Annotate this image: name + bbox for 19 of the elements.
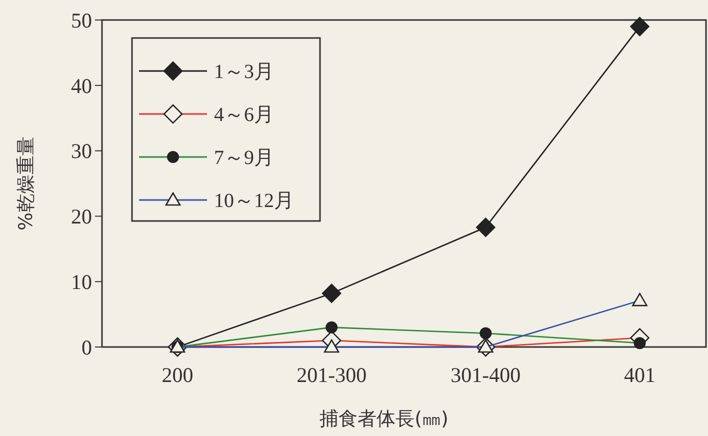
x-tick-label: 301-400 bbox=[450, 363, 521, 387]
y-tick-label: 40 bbox=[71, 74, 92, 98]
y-tick-label: 10 bbox=[71, 270, 92, 294]
x-axis-title: 捕食者体長(㎜) bbox=[320, 408, 448, 430]
point bbox=[476, 218, 496, 237]
y-tick-label: 50 bbox=[71, 8, 92, 32]
x-tick-label: 200 bbox=[162, 363, 194, 387]
point bbox=[630, 16, 650, 36]
legend-label: 10～12月 bbox=[214, 190, 294, 212]
legend-label: 4～6月 bbox=[214, 104, 274, 126]
y-tick-label: 30 bbox=[71, 139, 92, 164]
legend-label: 1～3月 bbox=[214, 61, 274, 83]
x-tick-label: 401 bbox=[624, 363, 656, 387]
point bbox=[322, 284, 342, 304]
x-tick-label: 201-300 bbox=[296, 363, 367, 387]
legend-label: 7～9月 bbox=[214, 147, 274, 169]
y-tick-label: 0 bbox=[82, 335, 92, 360]
y-tick-label: 20 bbox=[71, 204, 92, 229]
y-axis-title: %乾燥重量 bbox=[15, 136, 37, 231]
